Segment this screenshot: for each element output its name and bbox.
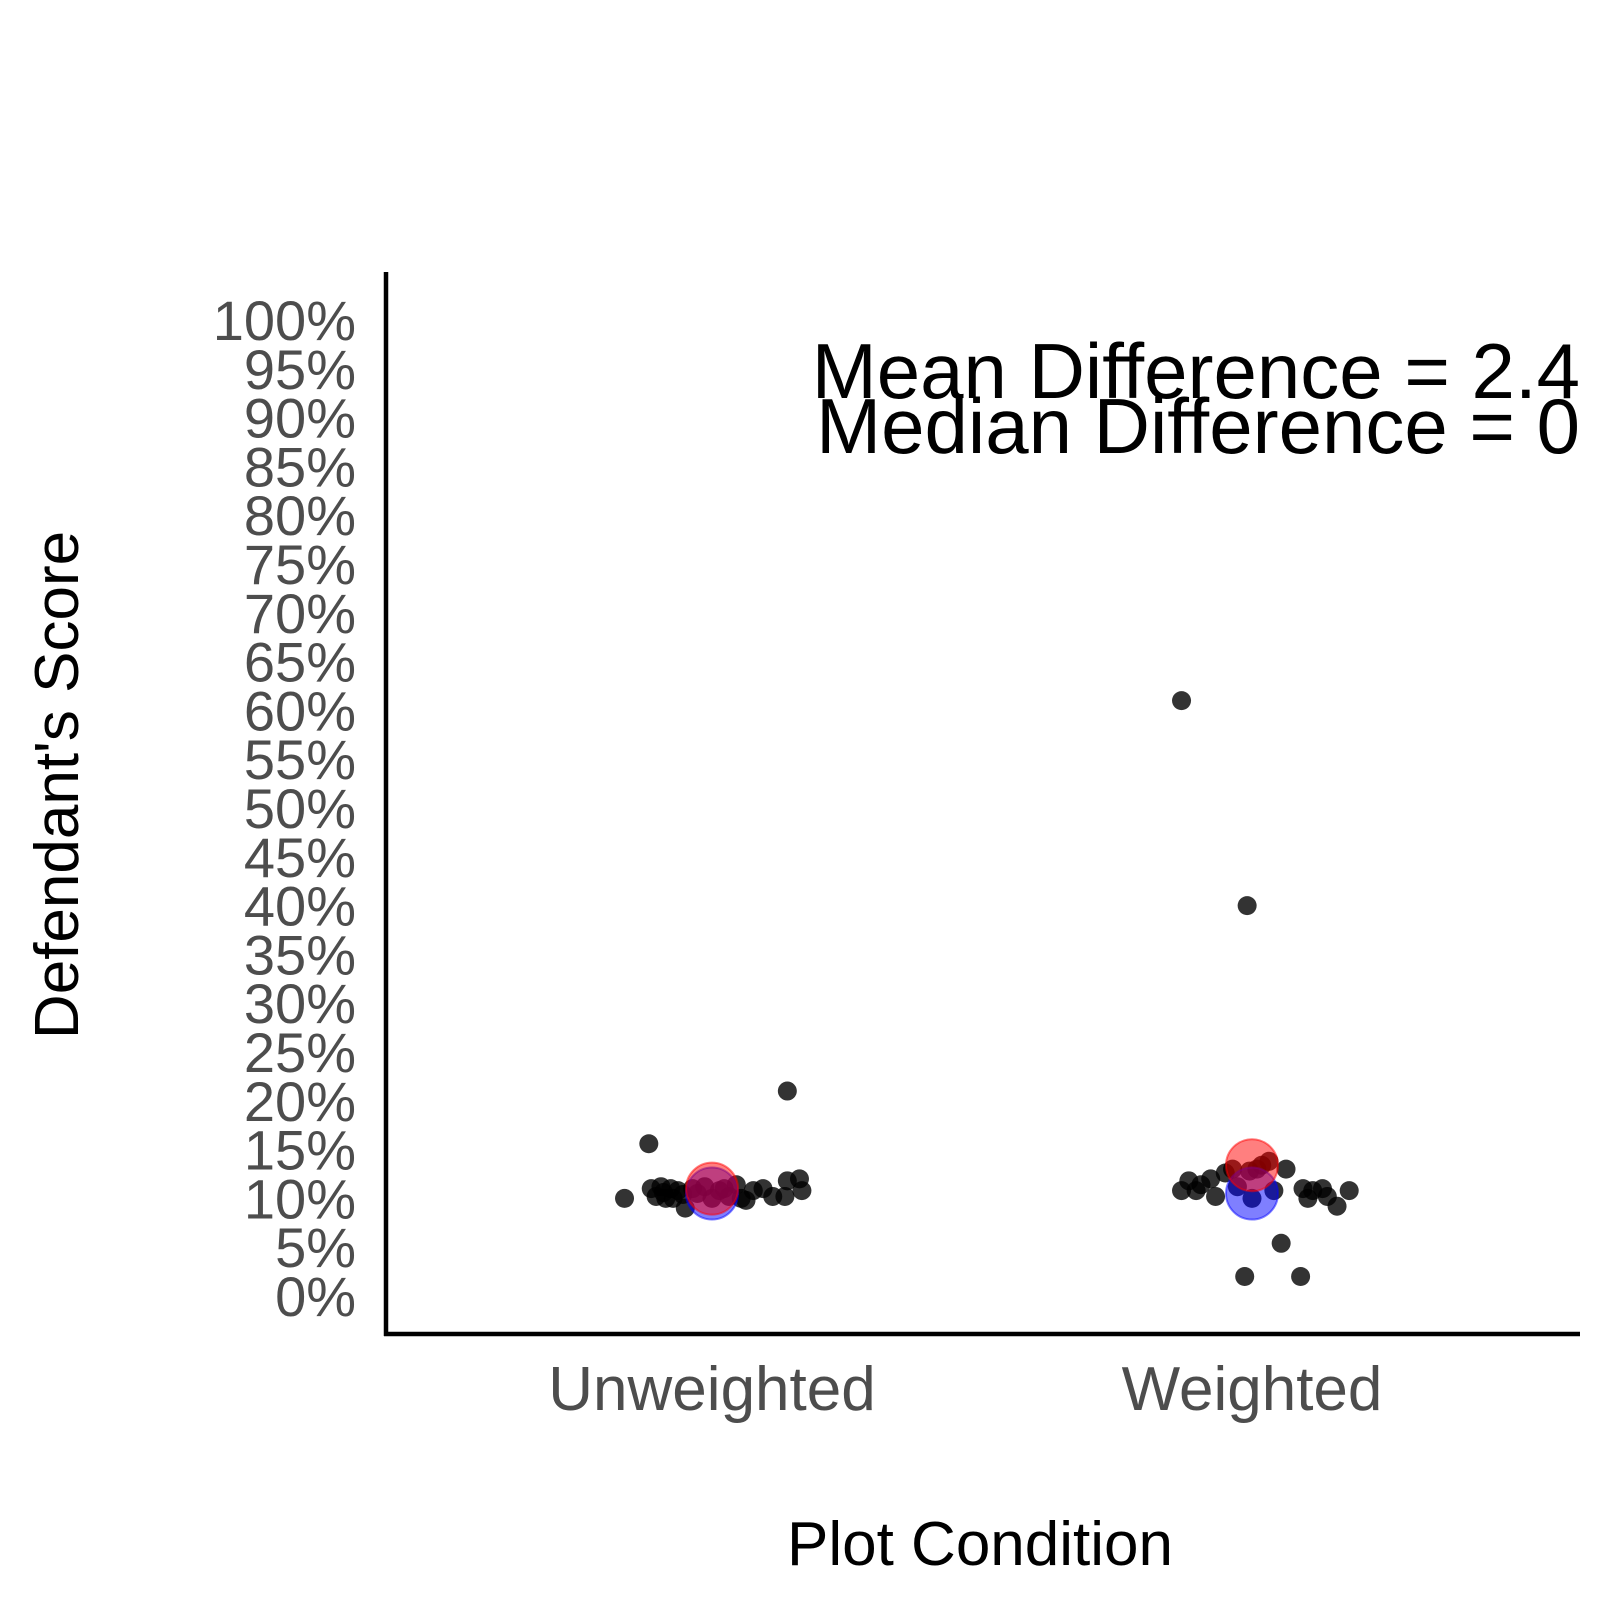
x-tick-label: Weighted	[1122, 1355, 1383, 1424]
data-point	[1271, 1233, 1291, 1253]
y-tick-label: 80%	[244, 484, 356, 547]
y-tick-label: 25%	[244, 1021, 356, 1084]
data-point	[792, 1181, 812, 1201]
y-tick-label: 90%	[244, 387, 356, 450]
mean-difference-annotation: Mean Difference = 2.4	[812, 327, 1580, 415]
y-tick-label: 50%	[244, 777, 356, 840]
x-axis-title: Plot Condition	[787, 1510, 1173, 1579]
data-point	[1206, 1186, 1226, 1206]
data-point	[775, 1186, 795, 1206]
x-axis-ticks: Unweighted Weighted	[548, 1355, 1382, 1424]
summary-markers	[685, 1138, 1279, 1221]
mean-marker	[1225, 1138, 1279, 1193]
data-point	[615, 1188, 635, 1208]
y-axis-title: Defendant's Score	[23, 531, 92, 1039]
y-tick-label: 40%	[244, 875, 356, 938]
mean-marker	[685, 1161, 739, 1216]
data-point	[1201, 1169, 1221, 1189]
y-tick-label: 30%	[244, 972, 356, 1035]
y-tick-label: 5%	[275, 1216, 356, 1279]
data-point	[1237, 896, 1257, 916]
y-tick-label: 15%	[244, 1119, 356, 1182]
y-tick-label: 20%	[244, 1070, 356, 1133]
y-tick-label: 0%	[275, 1265, 356, 1328]
y-tick-label: 10%	[244, 1167, 356, 1230]
data-point	[1276, 1159, 1296, 1179]
y-tick-label: 75%	[244, 533, 356, 596]
y-axis-ticks: 0%5%10%15%20%25%30%35%40%45%50%55%60%65%…	[213, 289, 356, 1328]
median-difference-annotation: Median Difference = 0	[816, 382, 1580, 470]
y-tick-label: 85%	[244, 435, 356, 498]
data-point	[639, 1134, 659, 1154]
x-tick-label: Unweighted	[548, 1355, 875, 1424]
y-tick-label: 60%	[244, 679, 356, 742]
y-tick-label: 35%	[244, 923, 356, 986]
data-point	[1339, 1181, 1359, 1201]
y-tick-label: 55%	[244, 728, 356, 791]
data-point	[1172, 691, 1192, 711]
data-point	[1235, 1266, 1255, 1286]
data-point	[777, 1081, 797, 1101]
y-tick-label: 70%	[244, 582, 356, 645]
y-tick-label: 45%	[244, 826, 356, 889]
y-tick-label: 95%	[244, 338, 356, 401]
data-point	[1327, 1196, 1347, 1216]
y-tick-label: 100%	[213, 289, 356, 352]
data-point	[1291, 1266, 1311, 1286]
y-tick-label: 65%	[244, 631, 356, 694]
